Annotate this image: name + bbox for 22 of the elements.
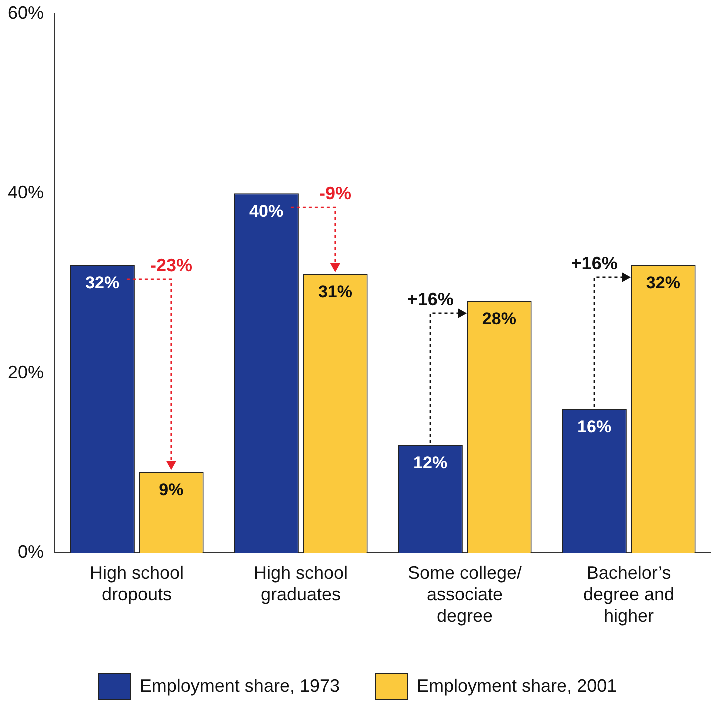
legend-label: Employment share, 1973 <box>140 676 340 696</box>
annotation: +16% <box>407 289 454 310</box>
data-label: 31% <box>318 282 352 302</box>
annotation: +16% <box>571 253 618 274</box>
y-tick-label: 40% <box>8 182 44 203</box>
data-label: 40% <box>250 202 284 221</box>
annotation: -23% <box>150 255 192 276</box>
x-tick-label: High school graduates <box>254 562 348 605</box>
data-label: 28% <box>482 310 516 329</box>
y-tick-label: 60% <box>8 2 44 23</box>
data-label: 32% <box>86 274 120 293</box>
y-tick-label: 0% <box>18 542 44 562</box>
data-label: 12% <box>414 454 448 473</box>
x-tick-label: Some college/ associate degree <box>408 562 522 626</box>
annotation: -9% <box>319 184 352 204</box>
x-tick-label: Bachelor’s degree and higher <box>583 562 675 626</box>
data-label: 16% <box>578 418 612 437</box>
data-label: 32% <box>646 274 680 293</box>
legend-label: Employment share, 2001 <box>417 676 618 696</box>
data-label: 9% <box>159 480 184 500</box>
x-tick-label: High school dropouts <box>90 562 184 605</box>
y-tick-label: 20% <box>8 362 44 382</box>
